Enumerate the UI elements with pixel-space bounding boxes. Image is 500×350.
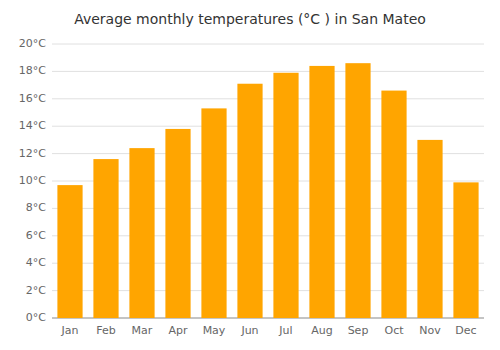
y-tick-label: 8°C xyxy=(26,201,46,214)
x-tick-label: Apr xyxy=(168,324,188,337)
x-axis: Jan Feb Mar Apr May Jun Jul Aug Sep Oct Nov Dec xyxy=(61,324,477,337)
x-tick-label: Feb xyxy=(96,324,115,337)
y-tick-label: 4°C xyxy=(26,256,46,269)
bar xyxy=(273,73,298,318)
bar xyxy=(417,140,442,318)
bar xyxy=(309,66,334,318)
bar xyxy=(453,182,478,318)
grid-line xyxy=(52,98,484,99)
y-tick-label: 20°C xyxy=(19,37,46,50)
bar xyxy=(57,185,82,318)
bar xyxy=(201,108,226,318)
grid-line xyxy=(52,44,484,45)
y-tick-label: 10°C xyxy=(19,174,46,187)
y-tick-label: 18°C xyxy=(19,64,46,77)
y-tick-label: 12°C xyxy=(19,147,46,160)
bar xyxy=(237,84,262,318)
x-tick-label: Jan xyxy=(61,324,79,337)
x-tick-label: Nov xyxy=(419,324,441,337)
x-tick-label: Sep xyxy=(348,324,369,337)
chart: 0°C 2°C 4°C 6°C 8°C 10°C 12°C 14°C 16°C 18°C 20°C J… xyxy=(0,0,500,350)
bar xyxy=(345,63,370,318)
title: Average monthly temperatures (°C ) in Sa… xyxy=(74,11,426,27)
y-tick-label: 2°C xyxy=(26,284,46,297)
grid-line xyxy=(52,71,484,72)
x-tick-label: Dec xyxy=(455,324,476,337)
x-tick-label: Jun xyxy=(240,324,258,337)
x-tick-label: Aug xyxy=(311,324,332,337)
y-tick-label: 16°C xyxy=(19,92,46,105)
x-tick-label: May xyxy=(203,324,226,337)
y-tick-label: 6°C xyxy=(26,229,46,242)
bar xyxy=(381,91,406,318)
x-tick-label: Mar xyxy=(132,324,153,337)
x-tick-label: Oct xyxy=(384,324,404,337)
grid xyxy=(52,44,484,318)
bar xyxy=(165,129,190,318)
bar xyxy=(93,159,118,318)
bar xyxy=(129,148,154,318)
y-tick-label: 14°C xyxy=(19,119,46,132)
y-axis: 0°C 2°C 4°C 6°C 8°C 10°C 12°C 14°C 16°C 18°C 20°C xyxy=(19,37,46,324)
grid-line xyxy=(52,126,484,127)
y-tick-label: 0°C xyxy=(26,311,46,324)
chart-container: 0°C 2°C 4°C 6°C 8°C 10°C 12°C 14°C 16°C 18°C 20°C J… xyxy=(0,0,500,350)
x-tick-label: Jul xyxy=(278,324,292,337)
bars xyxy=(57,63,478,318)
